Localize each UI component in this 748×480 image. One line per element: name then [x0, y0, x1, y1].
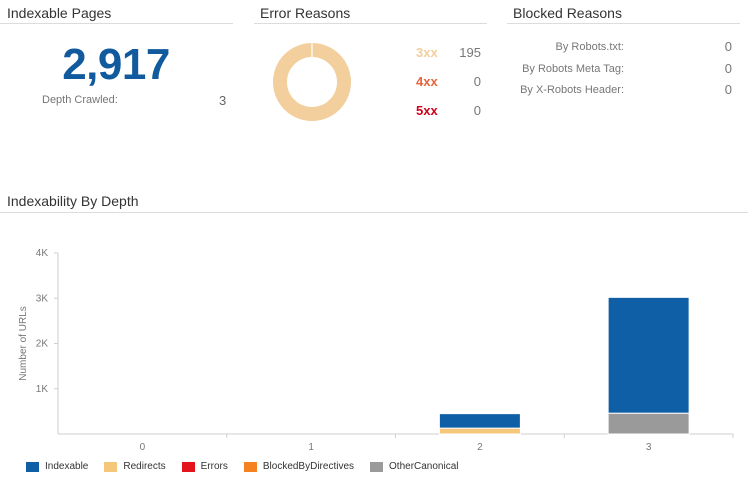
legend-label-blocked: BlockedByDirectives [262, 461, 355, 472]
legend-label-errors: Errors [200, 461, 228, 472]
depth-divider [0, 212, 748, 213]
legend-item-indexable[interactable]: Indexable [26, 461, 88, 472]
error-value-3xx: 195 [459, 45, 481, 60]
x-tick-label: 3 [646, 442, 652, 453]
error-divider [254, 23, 487, 24]
legend-swatch-redirects [104, 461, 118, 472]
error-label-3xx: 3xx [416, 45, 438, 60]
blocked-reasons-title: Blocked Reasons [513, 5, 622, 21]
indexable-count: 2,917 [62, 40, 170, 89]
blocked-label-meta-tag: By Robots Meta Tag: [522, 63, 624, 75]
blocked-value-robots-txt: 0 [724, 39, 732, 54]
legend-swatch-blocked [243, 461, 257, 472]
indexable-pages-title: Indexable Pages [7, 5, 112, 21]
y-tick-label: 2K [36, 339, 49, 350]
legend-item-othercanonical[interactable]: OtherCanonical [370, 461, 459, 472]
bar-segment-indexable-3 [607, 296, 690, 414]
chart-legend: Indexable Redirects Errors BlockedByDire… [26, 461, 475, 472]
legend-item-redirects[interactable]: Redirects [104, 461, 166, 472]
blocked-label-robots-txt: By Robots.txt: [555, 41, 624, 53]
x-tick-label: 1 [308, 442, 314, 453]
donut-slice-3xx [273, 43, 351, 121]
y-tick-label: 4K [36, 248, 49, 259]
y-axis-label: Number of URLs [18, 306, 29, 380]
bar-segment-redirects-2 [438, 427, 521, 435]
indexable-divider [0, 23, 233, 24]
legend-swatch-errors [181, 461, 195, 472]
x-tick-label: 2 [477, 442, 483, 453]
error-value-5xx: 0 [473, 103, 481, 118]
y-tick-label: 1K [36, 384, 49, 395]
bar-segment-indexable-2 [438, 413, 521, 429]
indexability-bar-chart: 1K 2K 3K 4K Number of URLs 0 1 2 3 [18, 248, 734, 453]
x-tick-label: 0 [140, 442, 146, 453]
legend-swatch-indexable [26, 461, 39, 472]
error-donut-chart[interactable] [272, 42, 352, 122]
legend-item-errors[interactable]: Errors [181, 461, 228, 472]
blocked-value-x-robots: 0 [724, 82, 732, 97]
legend-item-blocked[interactable]: BlockedByDirectives [243, 461, 355, 472]
error-label-5xx: 5xx [416, 103, 438, 118]
blocked-divider [507, 23, 740, 24]
legend-swatch-othercanonical [370, 461, 384, 472]
blocked-label-x-robots: By X-Robots Header: [520, 84, 624, 96]
error-label-4xx: 4xx [416, 74, 438, 89]
error-reasons-title: Error Reasons [260, 5, 351, 21]
error-value-4xx: 0 [473, 74, 481, 89]
bar-segment-othercanonical-3 [607, 412, 690, 435]
blocked-value-meta-tag: 0 [724, 61, 732, 76]
indexability-by-depth-title: Indexability By Depth [7, 193, 139, 209]
depth-crawled-value: 3 [219, 93, 227, 108]
legend-label-othercanonical: OtherCanonical [389, 461, 459, 472]
legend-label-redirects: Redirects [123, 461, 166, 472]
y-tick-label: 3K [36, 293, 49, 304]
legend-label-indexable: Indexable [45, 461, 89, 472]
depth-crawled-label: Depth Crawled: [42, 94, 118, 106]
